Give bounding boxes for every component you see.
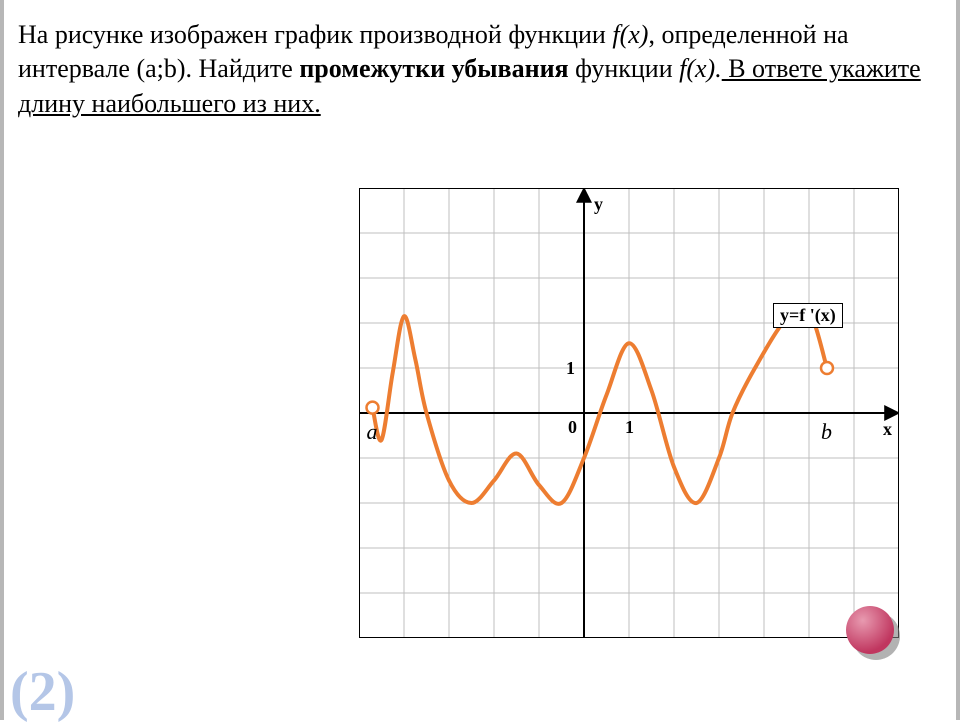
decorative-ball (846, 606, 894, 654)
text-part: функции (569, 54, 680, 83)
problem-text: На рисунке изображен график производной … (18, 18, 936, 121)
chart-container: y=f '(x) y x 0 1 1 a b (359, 188, 899, 643)
endpoint-b-label: b (821, 419, 832, 445)
slide-number: (2) (10, 660, 75, 724)
text-part: На рисунке изображен график производной … (18, 20, 612, 49)
bold-term: промежутки убывания (299, 54, 568, 83)
legend-label: y=f '(x) (773, 303, 843, 328)
fx: f(x). (679, 54, 722, 83)
origin-label: 0 (568, 417, 577, 438)
fx: f(x) (612, 20, 648, 49)
tick-1-y: 1 (566, 358, 575, 379)
derivative-chart (359, 188, 899, 638)
endpoint-a-label: a (367, 419, 378, 445)
x-axis-label: x (883, 419, 892, 440)
y-axis-label: y (594, 194, 603, 215)
tick-1-x: 1 (625, 417, 634, 438)
